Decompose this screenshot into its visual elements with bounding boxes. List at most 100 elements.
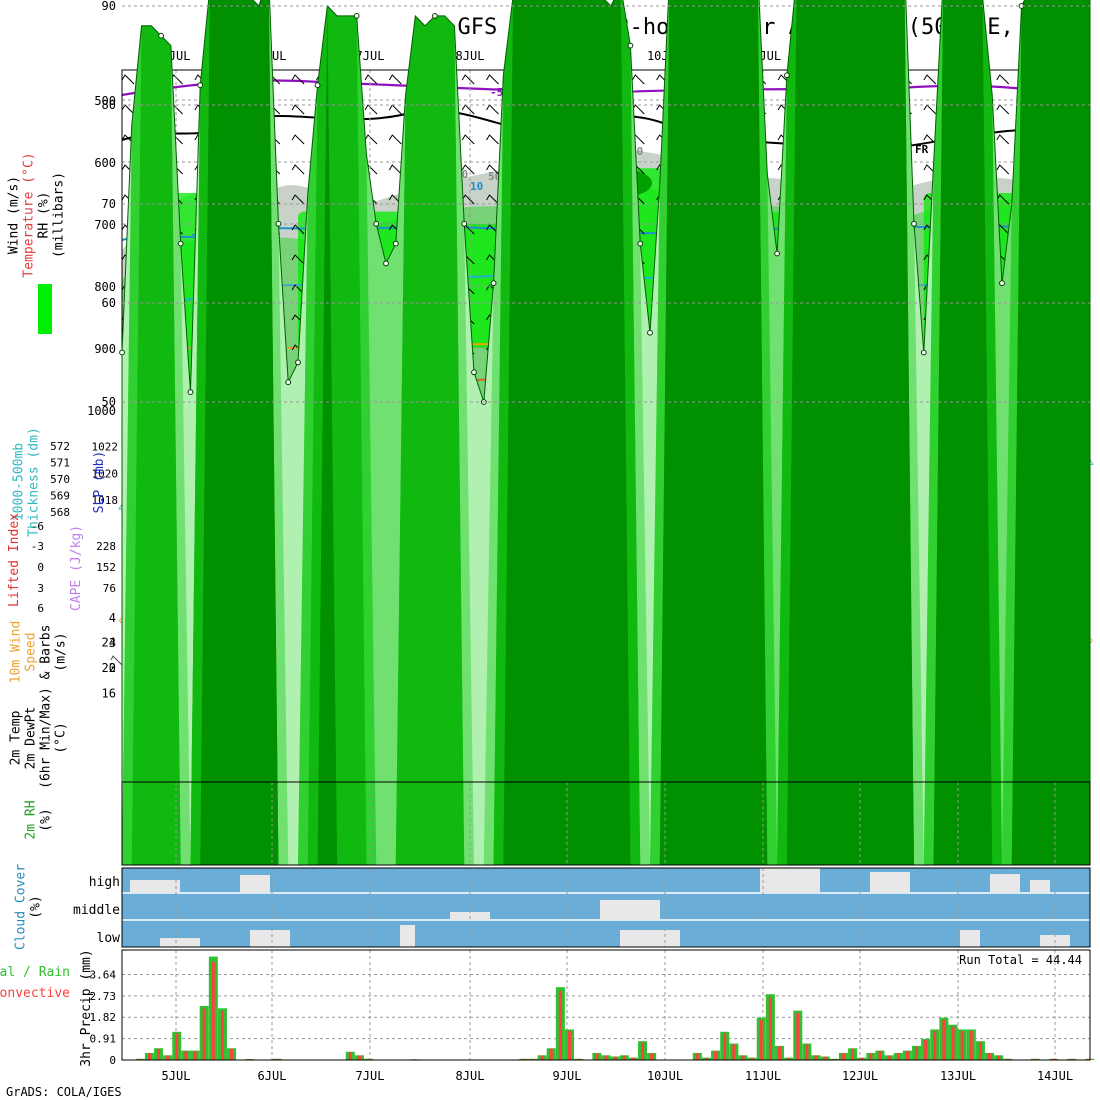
cloud-level-2: low xyxy=(97,931,121,946)
precip-conv-bar-69 xyxy=(750,1057,754,1060)
wind-barb-36-3 xyxy=(996,164,1010,175)
precip-conv-bar-87 xyxy=(914,1046,918,1060)
precip-conv-bar-64 xyxy=(704,1057,708,1060)
precip-conv-bar-49 xyxy=(567,1030,571,1060)
wind-barb-7-0 xyxy=(291,74,305,85)
cloud-block-1 xyxy=(240,875,270,893)
rh2m-marker-67 xyxy=(774,250,781,257)
slp-tick-2: 1022 xyxy=(92,441,119,454)
precip-conv-bar-56 xyxy=(631,1057,635,1060)
precip-conv-bar-96 xyxy=(997,1055,1001,1060)
precip-conv-bar-94 xyxy=(978,1042,982,1060)
precip-conv-bar-79 xyxy=(841,1053,845,1060)
wind-barb-7-5 xyxy=(291,224,305,235)
panel6-frame xyxy=(121,781,1091,866)
rh2m-marker-32 xyxy=(431,13,438,19)
precip-ylabel: 3hr Precip (mm) xyxy=(79,949,94,1066)
rh2m-marker-54 xyxy=(647,329,653,336)
cloud-block-5 xyxy=(1030,880,1050,893)
precip-conv-bar-102 xyxy=(1051,1058,1055,1060)
li-tick-3: 3 xyxy=(37,582,44,595)
cloud-block-0 xyxy=(130,880,180,893)
x-tick-bottom-4: 9JUL xyxy=(553,1069,582,1083)
cape-ylabel: CAPE (J/kg) xyxy=(69,525,84,611)
rh2m-marker-17 xyxy=(285,379,292,386)
rh2m-tick-4: 90 xyxy=(102,0,116,13)
x-tick-bottom-1: 6JUL xyxy=(258,1069,287,1083)
precip-conv-bar-80 xyxy=(851,1048,855,1060)
rh2m-marker-36 xyxy=(471,369,477,376)
contour-label-4: FR xyxy=(915,143,929,156)
precip-conv-bar-3 xyxy=(147,1053,151,1060)
cloud-block-12 xyxy=(960,930,980,947)
thick-tick-1: 569 xyxy=(50,490,70,503)
wind-barb-15-5 xyxy=(486,224,499,235)
rh2m-marker-24 xyxy=(353,13,360,19)
cape-tick-1: 152 xyxy=(96,561,116,574)
slp-tick-0: 1018 xyxy=(92,494,119,507)
cloud-level-0: high xyxy=(89,875,120,890)
rh2m-band-4 xyxy=(122,0,1090,865)
precip-conv-bar-85 xyxy=(896,1053,900,1060)
precip-conv-bar-54 xyxy=(613,1056,617,1060)
precip-conv-bar-2 xyxy=(138,1058,142,1060)
precip-conv-bar-81 xyxy=(860,1057,864,1060)
precip-conv-bar-11 xyxy=(220,1010,224,1060)
slp-ylabel: SLP (mb) xyxy=(92,451,107,514)
precip-conv-bar-89 xyxy=(933,1030,937,1060)
thickness-ylabel: 1000-500mb Thickness (dm) xyxy=(12,427,42,537)
precip-conv-bar-88 xyxy=(924,1039,928,1060)
wind-barb-11-2 xyxy=(388,134,402,145)
precip-conv-bar-53 xyxy=(604,1055,608,1060)
p-tick-3: 800 xyxy=(94,280,116,294)
precip-conv-bar-68 xyxy=(741,1055,745,1060)
rh2m-marker-81 xyxy=(911,220,917,227)
wind-barb-15-2 xyxy=(486,134,499,145)
legend-convective: Convective xyxy=(0,986,70,1001)
precip-conv-bar-12 xyxy=(230,1048,234,1060)
temp-ylabel: 2m Temp 2m DewPt (6hr Min/Max) (°C) xyxy=(9,687,69,789)
x-tick-bottom-8: 13JUL xyxy=(940,1069,976,1083)
rh2m-marker-27 xyxy=(383,260,389,267)
precip-conv-bar-82 xyxy=(869,1053,873,1060)
li-tick-2: 0 xyxy=(37,561,44,574)
wind-tick-2: 4 xyxy=(109,611,116,625)
precip-tick-4: 3.64 xyxy=(90,968,117,981)
precip-conv-bar-65 xyxy=(714,1051,718,1060)
rh2m-marker-52 xyxy=(627,42,634,49)
rh2m-marker-4 xyxy=(158,32,165,39)
x-tick-bottom-2: 7JUL xyxy=(356,1069,385,1083)
precip-conv-bar-90 xyxy=(942,1019,946,1060)
wind-tick-1: 3 xyxy=(109,636,116,650)
rh2m-marker-90 xyxy=(999,280,1005,287)
precip-conv-bar-17 xyxy=(275,1058,279,1060)
precip-conv-bar-72 xyxy=(778,1046,782,1060)
cape-tick-0: 228 xyxy=(96,540,116,553)
li-ylabel-line-0: Lifted Index xyxy=(7,513,22,607)
precip-conv-bar-70 xyxy=(759,1019,763,1060)
rh2m-tick-0: 50 xyxy=(102,395,116,409)
cloud-level-1: middle xyxy=(73,903,120,918)
rh2m-marker-28 xyxy=(392,240,399,247)
precip-conv-bar-44 xyxy=(522,1058,526,1060)
precip-conv-bar-97 xyxy=(1006,1058,1010,1060)
wind-barb-14-3 xyxy=(461,164,475,175)
temp-ylabel-line-2: (6hr Min/Max) xyxy=(39,687,54,789)
precip-conv-bar-75 xyxy=(805,1044,809,1060)
wind-ylabel-line-3: (m/s) xyxy=(54,632,69,671)
precip-tick-0: 0 xyxy=(109,1054,116,1067)
rh2m-marker-16 xyxy=(275,220,282,227)
legend-total-rain: Total / Rain xyxy=(0,965,70,980)
x-tick-bottom-6: 11JUL xyxy=(745,1069,781,1083)
temp-ylabel-line-1: 2m DewPt xyxy=(24,707,39,770)
precip-conv-bar-86 xyxy=(905,1051,909,1060)
precip-conv-bar-45 xyxy=(531,1058,535,1060)
rh2m-marker-53 xyxy=(637,240,644,247)
precip-conv-bar-55 xyxy=(622,1055,626,1060)
precip-conv-bar-76 xyxy=(814,1055,818,1060)
wind-barb-36-0 xyxy=(996,74,1010,85)
wind-tick-0: 2 xyxy=(109,661,116,675)
li-ylabel: Lifted Index xyxy=(7,513,22,607)
precip-tick-2: 1.82 xyxy=(90,1011,117,1024)
wind-barb-7-3 xyxy=(291,164,305,175)
